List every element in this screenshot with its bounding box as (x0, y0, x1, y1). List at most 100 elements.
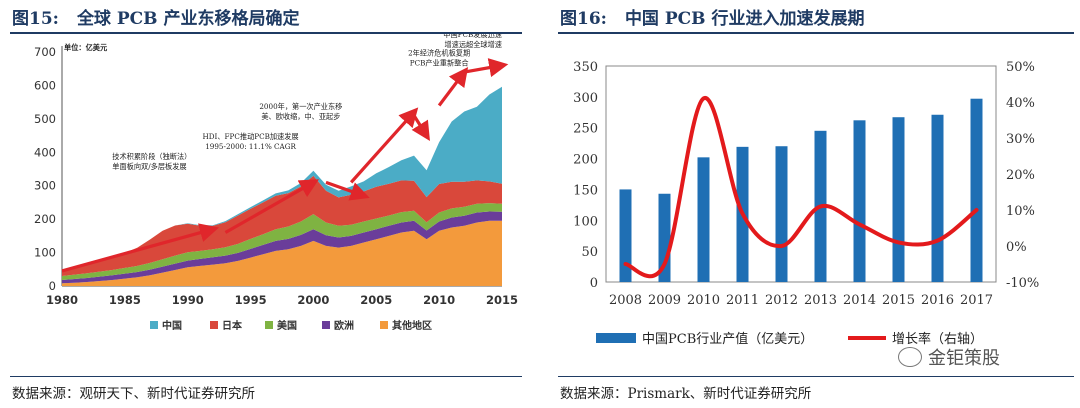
right-figure: 图16: 中国 PCB 行业进入加速发展期 0 50 100 150 200 250 300 3… (548, 0, 1080, 408)
y-tick-label: 500 (34, 112, 56, 126)
right-figure-source: 数据来源：Prismark、新时代证券研究所 (560, 386, 812, 402)
annotation-text-4: 增速远超全球增速 (444, 40, 502, 49)
left-figure-title-text: 全球 PCB 产业东移格局确定 (76, 9, 300, 29)
x-tick-label: 1980 (46, 293, 78, 307)
area-series-4 (62, 86, 502, 270)
y-tick-label: 50 (581, 245, 598, 260)
annotation-text-4: 中国PCB发展迅速 (443, 34, 502, 39)
x-tick-label: 2014 (843, 293, 876, 308)
annotation-text-1: 1995-2000: 11.1% CAGR (205, 142, 296, 151)
global-pcb-area-chart: 0 100 200 300 400 500 600 700 1980 1985 1990 1995 20… (34, 34, 518, 332)
x-tick-label: 2016 (921, 293, 954, 308)
legend-label: 欧洲 (334, 319, 354, 332)
annotation-text-1: HDI、FPC推动PCB加速发展 (203, 132, 299, 141)
x-tick-label: 2009 (648, 293, 681, 308)
y2-tick-label: 20% (1006, 168, 1035, 183)
y-tick-label: 350 (573, 60, 598, 75)
legend-label: 日本 (222, 319, 243, 332)
y-tick-label: 300 (573, 91, 598, 106)
y-tick-label: 250 (573, 122, 598, 137)
legend-swatch (150, 321, 158, 329)
trend-arrow-6 (464, 58, 509, 78)
bar (931, 114, 944, 282)
x-tick-label: 2015 (486, 293, 518, 307)
y-tick-label: 0 (590, 276, 598, 291)
y-tick-label: 150 (573, 183, 598, 198)
legend-swatch-bar (596, 333, 636, 343)
legend-swatch (322, 321, 330, 329)
trend-arrow-4 (411, 114, 430, 141)
watermark-text: 金钜策股 (928, 348, 1000, 369)
left-figure: 图15: 全球 PCB 产业东移格局确定 0 100 200 300 400 500 600 7… (0, 0, 528, 408)
annotation-text-2: 美、欧收缩，中、亚起步 (261, 112, 340, 121)
y-tick-label: 200 (34, 212, 56, 226)
watermark: 金钜策股 (898, 344, 1000, 370)
legend-swatch (380, 321, 388, 329)
bar (697, 157, 710, 282)
legend-swatch (210, 321, 218, 329)
left-figure-source: 数据来源：观研天下、新时代证券研究所 (12, 386, 255, 402)
x-tick-label: 2008 (609, 293, 642, 308)
growth-rate-line (623, 96, 979, 279)
annotation-text-2: 2000年，第一次产业东移 (259, 102, 342, 111)
unit-label: 单位：亿美元 (64, 43, 108, 52)
left-figure-number: 图15: (12, 9, 59, 29)
y2-tick-label: 30% (1006, 132, 1035, 147)
left-figure-title: 图15: 全球 PCB 产业东移格局确定 (12, 4, 299, 29)
bar (892, 117, 905, 282)
bar (853, 120, 866, 283)
annotation-text-3: PCB产业重新整合 (410, 58, 469, 67)
legend-label: 其他地区 (392, 319, 432, 332)
legend-label-line: 增长率（右轴） (892, 331, 983, 347)
y-tick-label: 300 (34, 179, 56, 193)
right-figure-number: 图16: (560, 9, 607, 29)
x-tick-label: 2013 (804, 293, 837, 308)
x-tick-label: 2017 (960, 293, 993, 308)
x-tick-label: 2015 (882, 293, 915, 308)
x-tick-label: 2010 (423, 293, 455, 307)
left-source-rule (10, 376, 522, 377)
plot-frame (605, 65, 997, 283)
trend-arrow-1 (224, 179, 319, 234)
y2-tick-label: 50% (1006, 60, 1035, 75)
x-tick-label: 1985 (109, 293, 141, 307)
annotation-text-0: 技术积累阶段（独断法） (112, 152, 191, 161)
y-tick-label: 400 (34, 145, 56, 159)
y2-tick-label: -10% (1006, 276, 1039, 291)
y-tick-label: 0 (49, 279, 56, 293)
y-tick-label: 100 (573, 214, 598, 229)
bar (775, 146, 788, 282)
x-tick-label: 2000 (297, 293, 329, 307)
area-series-0 (62, 220, 502, 286)
y-tick-label: 100 (34, 246, 56, 260)
y2-tick-label: 40% (1006, 96, 1035, 111)
x-tick-label: 2012 (765, 293, 798, 308)
trend-arrow-3 (349, 107, 419, 184)
legend-label-bar: 中国PCB行业产值（亿美元） (642, 331, 813, 347)
y-tick-label: 200 (573, 153, 598, 168)
y2-tick-label: 10% (1006, 204, 1035, 219)
right-source-rule (558, 376, 1074, 377)
area-series-3 (62, 175, 502, 276)
left-title-rule (10, 32, 522, 34)
y-tick-label: 700 (34, 45, 56, 59)
bar (619, 189, 632, 282)
y-tick-label: 600 (34, 78, 56, 92)
legend-label: 美国 (277, 319, 297, 332)
annotation-text-3: 2年经济危机板复期 (408, 48, 470, 57)
wechat-icon (898, 347, 922, 367)
area-series-1 (62, 211, 502, 284)
china-pcb-bar-line-chart: 0 50 100 150 200 250 300 350 -10% 0% 10% 20% 30% 40% 5… (573, 60, 1039, 347)
right-figure-title-text: 中国 PCB 行业进入加速发展期 (624, 9, 865, 29)
area-series-2 (62, 203, 502, 280)
right-title-rule (558, 32, 1074, 34)
trend-arrow-0 (61, 223, 220, 273)
y2-tick-label: 0% (1006, 240, 1027, 255)
annotation-text-0: 单面板向双/多层板发展 (112, 162, 186, 171)
x-tick-label: 1995 (235, 293, 267, 307)
trend-arrow-5 (437, 66, 469, 107)
legend-swatch (265, 321, 273, 329)
legend-label: 中国 (162, 319, 182, 332)
x-tick-label: 2011 (726, 293, 759, 308)
trend-arrow-2 (325, 180, 370, 201)
